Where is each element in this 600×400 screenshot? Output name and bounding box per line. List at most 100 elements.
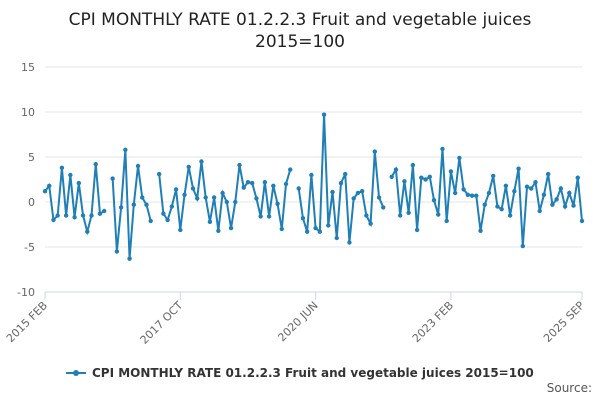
data-point[interactable] [296,186,301,191]
data-point[interactable] [114,249,120,254]
data-point[interactable] [72,215,77,220]
data-point[interactable] [436,212,441,217]
data-point[interactable] [414,227,420,233]
data-point[interactable] [182,192,187,197]
data-point[interactable] [431,198,437,203]
data-point[interactable] [76,180,82,186]
legend[interactable]: CPI MONTHLY RATE 01.2.2.3 Fruit and vege… [66,366,534,380]
data-point[interactable] [135,163,141,169]
data-point[interactable] [541,192,547,197]
data-point[interactable] [419,175,424,180]
data-point[interactable] [444,218,449,224]
data-point[interactable] [283,181,289,187]
data-point[interactable] [131,202,136,207]
data-point[interactable] [47,183,52,188]
data-point[interactable] [355,190,361,196]
data-point[interactable] [545,171,551,177]
data-point[interactable] [228,225,234,231]
data-point[interactable] [579,218,585,224]
data-point[interactable] [558,186,564,191]
data-point[interactable] [161,211,166,216]
data-point[interactable] [330,189,335,195]
data-point[interactable] [440,146,445,152]
data-point[interactable] [406,210,411,215]
data-point[interactable] [457,155,462,161]
data-point[interactable] [550,202,555,207]
data-point[interactable] [491,173,496,179]
data-point[interactable] [288,167,293,172]
data-point[interactable] [461,187,466,192]
data-point[interactable] [571,203,576,208]
data-point[interactable] [359,189,365,194]
data-point[interactable] [80,213,86,218]
data-point[interactable] [216,228,221,233]
data-point[interactable] [102,208,107,214]
data-point[interactable] [507,213,513,218]
data-point[interactable] [343,171,348,177]
data-point[interactable] [97,211,103,216]
data-point[interactable] [178,227,183,233]
data-point[interactable] [478,228,483,233]
data-point[interactable] [368,221,373,226]
data-point[interactable] [224,199,230,205]
data-point[interactable] [59,165,65,170]
data-point[interactable] [89,213,94,218]
data-point[interactable] [169,204,175,209]
data-point[interactable] [376,195,382,200]
data-point[interactable] [275,201,280,206]
data-point[interactable] [397,213,403,218]
data-point[interactable] [123,147,128,152]
data-point[interactable] [245,180,251,185]
data-point[interactable] [42,189,48,194]
source-label[interactable]: Source: [547,381,592,395]
data-point[interactable] [529,186,534,191]
data-point[interactable] [347,240,352,245]
data-point[interactable] [254,196,259,201]
data-point[interactable] [503,183,509,188]
data-point[interactable] [233,199,238,205]
data-point[interactable] [313,225,318,231]
data-point[interactable] [469,193,475,198]
data-point[interactable] [448,169,454,174]
data-point[interactable] [351,196,356,201]
data-point[interactable] [266,214,272,219]
data-point[interactable] [402,179,407,184]
data-point[interactable] [110,176,115,181]
data-point[interactable] [533,180,538,185]
data-point[interactable] [520,243,525,249]
data-point[interactable] [427,174,432,179]
data-point[interactable] [326,223,331,228]
data-point[interactable] [452,190,458,196]
data-point[interactable] [567,190,572,196]
data-point[interactable] [524,184,530,189]
data-point[interactable] [144,202,149,207]
data-point[interactable] [364,213,369,218]
data-point[interactable] [262,180,268,185]
data-point[interactable] [300,216,306,221]
data-point[interactable] [237,162,242,168]
data-point[interactable] [304,229,310,234]
data-point[interactable] [190,186,196,191]
data-point[interactable] [249,180,255,186]
data-point[interactable] [156,171,162,177]
data-point[interactable] [389,174,394,179]
data-point[interactable] [516,166,521,171]
data-point[interactable] [334,235,339,241]
data-point[interactable] [173,187,179,192]
data-point[interactable] [279,226,284,232]
data-point[interactable] [63,213,69,218]
data-point[interactable] [495,204,500,209]
data-point[interactable] [199,159,204,164]
data-point[interactable] [220,190,225,196]
data-point[interactable] [309,172,314,178]
data-point[interactable] [410,162,416,168]
data-point[interactable] [258,214,263,219]
data-point[interactable] [499,207,504,212]
data-point[interactable] [127,256,132,261]
data-point[interactable] [55,213,60,218]
data-point[interactable] [482,202,487,207]
data-point[interactable] [575,175,580,180]
data-point[interactable] [512,189,517,194]
data-point[interactable] [203,195,208,200]
data-point[interactable] [271,183,276,188]
